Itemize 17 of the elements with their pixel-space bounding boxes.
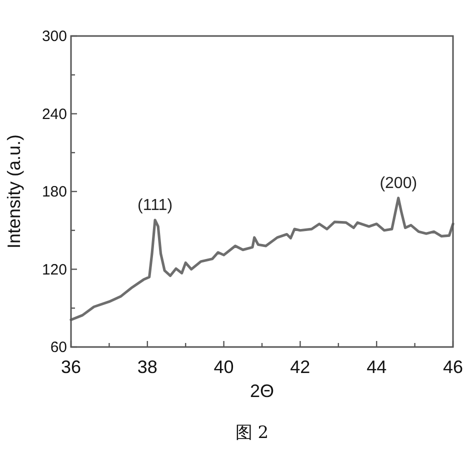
annotation: (200) [380, 174, 418, 192]
y-axis-title: Intensity (a.u.) [4, 134, 24, 249]
line-series [70, 196, 454, 322]
caption: 图 2 [235, 423, 269, 443]
x-axis-title: 2Θ [250, 381, 274, 401]
x-tick-label: 38 [137, 357, 158, 377]
x-tick-label: 46 [442, 357, 464, 377]
y-tick-label: 120 [42, 261, 67, 278]
x-tick-label: 42 [290, 357, 310, 377]
y-tick-label: 240 [42, 106, 67, 123]
y-tick-label: 60 [50, 339, 67, 356]
y-tick-label: 300 [42, 28, 67, 45]
annotation: (111) [138, 197, 173, 214]
x-tick-label: 40 [214, 357, 234, 377]
x-tick-label: 36 [60, 357, 82, 377]
y-tick-label: 180 [42, 184, 67, 200]
x-tick-label: 44 [366, 357, 387, 377]
